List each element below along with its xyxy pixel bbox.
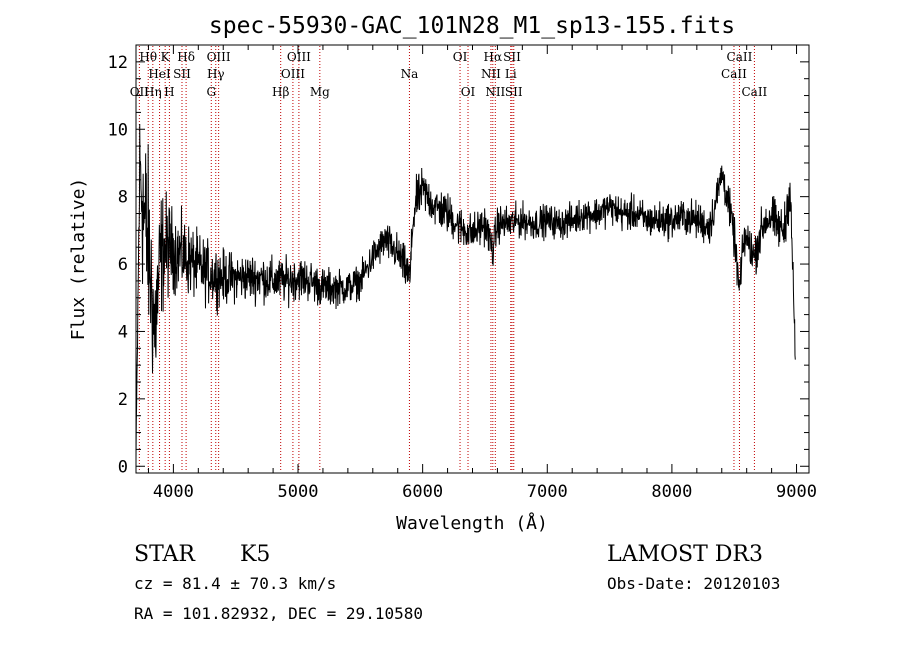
x-tick-label: 7000 [527,482,568,502]
y-tick-label: 4 [118,322,128,342]
line-marker-label: HeI [148,67,171,81]
line-marker-label: Na [401,67,419,81]
survey-name: LAMOST DR3 [607,542,763,567]
x-tick-label: 4000 [153,482,194,502]
redshift-velocity: cz = 81.4 ± 70.3 km/s [134,574,336,593]
y-tick-label: 10 [108,120,128,140]
line-marker-label: Li [505,67,517,81]
line-marker-label: Hθ [139,50,157,64]
line-marker-label: CaII [741,85,767,99]
line-marker-label: Hα [484,50,503,64]
coordinates: RA = 101.82932, DEC = 29.10580 [134,604,423,623]
line-marker-label: OIII [281,67,305,81]
y-axis-ticks: 0 2 4 6 8 10 12 [108,53,809,477]
line-marker-label: K [161,50,171,64]
observation-date: Obs-Date: 20120103 [607,574,780,593]
x-axis-ticks: 4000 5000 6000 7000 8000 9000 [147,45,817,502]
x-axis-label: Wavelength (Å) [396,512,548,534]
x-tick-label: 8000 [651,482,692,502]
line-marker-label: SII [505,85,523,99]
line-marker-label: G [206,85,216,99]
line-marker-label: NII [481,67,501,81]
spectrum-line [135,123,796,459]
object-class: STAR [134,542,196,567]
line-marker-label: OI [453,50,468,64]
y-tick-label: 12 [108,53,128,73]
line-marker-label: NII [485,85,505,99]
line-marker-label: OI [461,85,476,99]
line-marker-label: Hδ [177,50,195,64]
x-tick-label: 5000 [278,482,319,502]
line-marker-label: Mg [310,85,330,99]
y-tick-label: 0 [118,457,128,477]
line-marker-label: Hγ [207,67,225,81]
line-marker-label: Hη [144,85,162,99]
x-tick-label: 6000 [402,482,443,502]
x-tick-label: 9000 [776,482,817,502]
y-axis-label: Flux (relative) [68,178,89,341]
plot-frame [135,44,810,474]
line-marker-label: OIII [287,50,311,64]
line-marker-label: SII [503,50,521,64]
y-tick-label: 6 [118,255,128,275]
chart-title: spec-55930-GAC_101N28_M1_sp13-155.fits [209,13,735,39]
line-marker-label: H [164,85,174,99]
object-subclass: K5 [240,542,270,567]
line-marker-label: SII [173,67,191,81]
line-marker-label: Hβ [272,85,289,99]
y-tick-label: 2 [118,390,128,410]
y-tick-label: 8 [118,188,128,208]
line-marker-label: OIII [207,50,231,64]
line-marker-label: CaII [721,67,747,81]
line-marker-label: OII [130,85,150,99]
spectrum-series [135,123,796,459]
line-marker-label: CaII [727,50,753,64]
spectral-line-labels: OII Hθ Hη HeI K H SII Hδ G Hγ OIII Hβ OIII OIII Mg Na OI… [130,50,768,99]
